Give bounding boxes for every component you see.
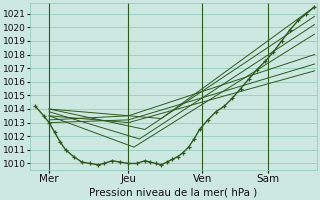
X-axis label: Pression niveau de la mer( hPa ): Pression niveau de la mer( hPa ) [90,187,258,197]
